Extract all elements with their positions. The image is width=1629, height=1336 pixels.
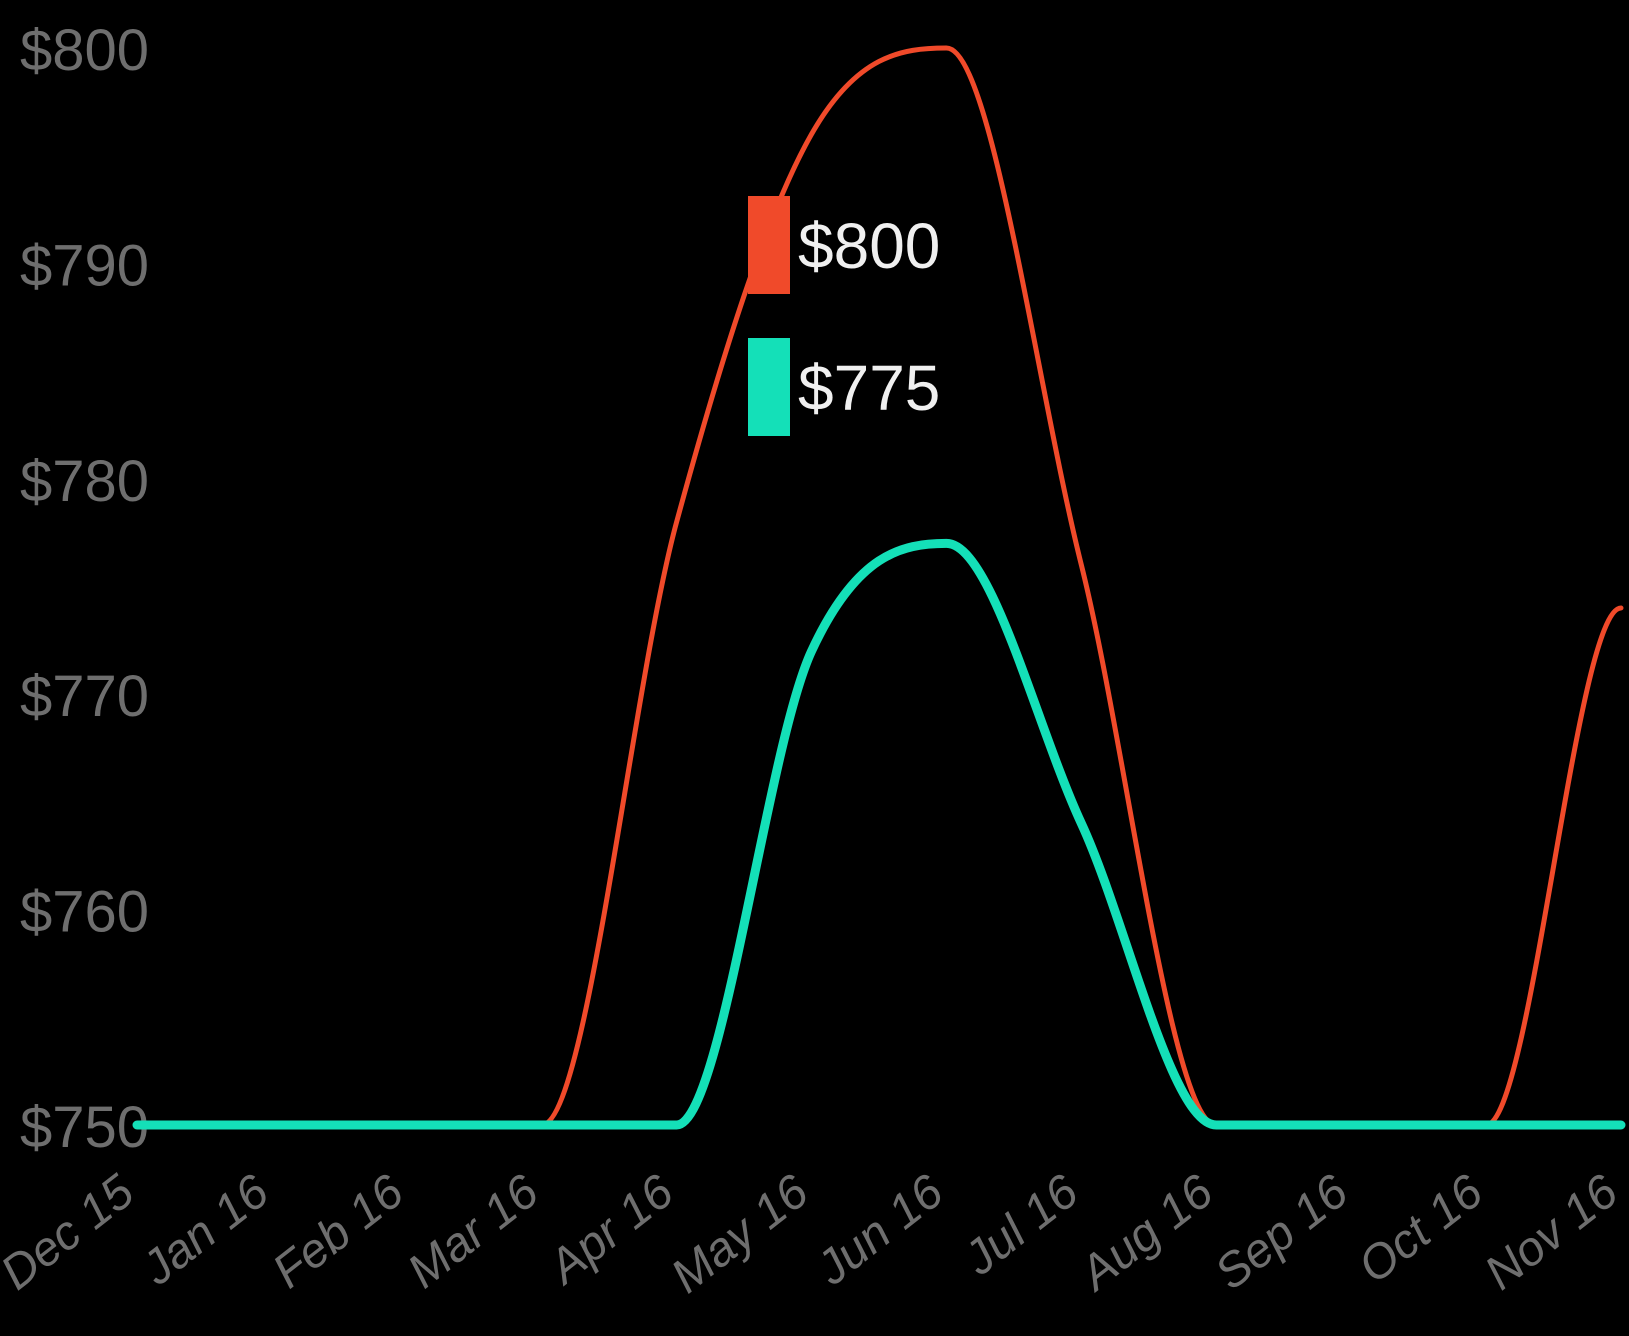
- y-tick-label: $750: [20, 1095, 149, 1160]
- legend-swatch: [748, 338, 790, 436]
- y-tick-label: $780: [20, 449, 149, 514]
- series-line-2: [132, 538, 1626, 1130]
- legend: $800 $775: [748, 196, 940, 436]
- y-tick-label: $790: [20, 233, 149, 298]
- y-tick-label: $770: [20, 664, 149, 729]
- legend-label: $775: [798, 352, 940, 424]
- y-axis: $750 $760 $770 $780 $790 $800: [20, 18, 149, 1160]
- y-tick-label: $760: [20, 880, 149, 945]
- series-layer: [132, 45, 1626, 1130]
- y-tick-label: $800: [20, 18, 149, 83]
- legend-swatch: [748, 196, 790, 294]
- legend-label: $800: [798, 210, 940, 282]
